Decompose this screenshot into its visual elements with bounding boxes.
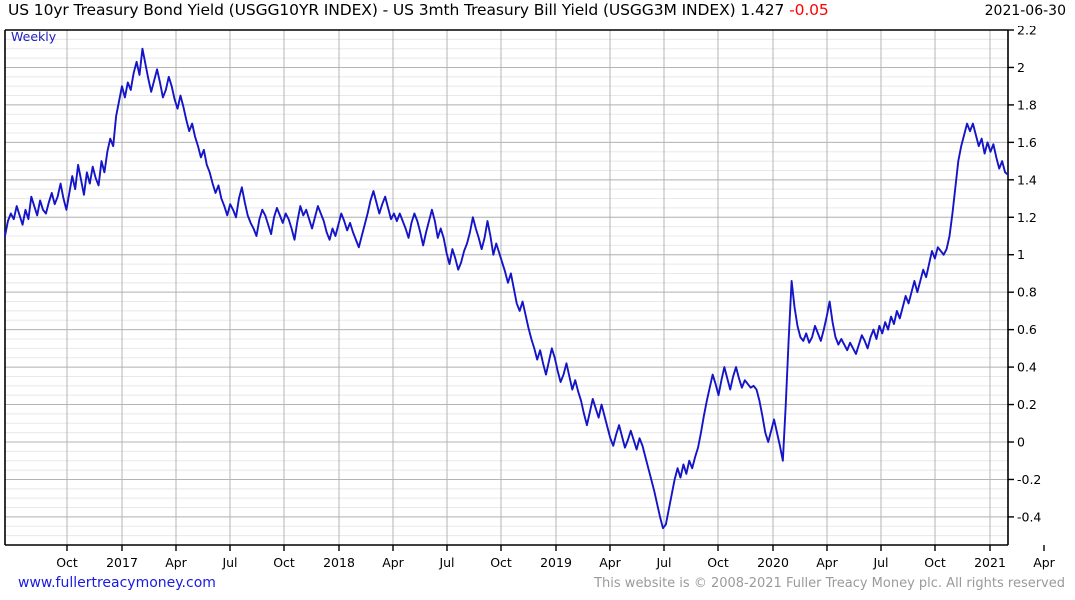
- chart-footer: www.fullertreacymoney.com This website i…: [0, 572, 1075, 600]
- title-text: US 10yr Treasury Bond Yield (USGG10YR IN…: [8, 1, 736, 19]
- copyright-text: This website is © 2008-2021 Fuller Treac…: [594, 576, 1065, 591]
- frequency-label: Weekly: [11, 29, 57, 44]
- x-tick-label: Apr: [1033, 555, 1055, 570]
- x-tick-label: Oct: [273, 555, 295, 570]
- series-line[interactable]: [4, 47, 1009, 530]
- yield-spread-line-chart[interactable]: 2.2 2 1.8 1.6 1.4 1.2 1 0.8 0.6 0.4 0.2 0 -0.2 -0.4 O…: [0, 26, 1075, 572]
- chart-header: US 10yr Treasury Bond Yield (USGG10YR IN…: [0, 0, 1075, 26]
- y-axis-labels: 2.2 2 1.8 1.6 1.4 1.2 1 0.8 0.6 0.4 0.2 0 -0.2 -0.4: [1017, 26, 1041, 524]
- chart-date: 2021-06-30: [984, 3, 1066, 19]
- x-tick-label: Oct: [56, 555, 78, 570]
- y-tick-label: 0.8: [1017, 285, 1037, 300]
- plot-frame: [4, 29, 1009, 546]
- site-url[interactable]: www.fullertreacymoney.com: [18, 575, 216, 591]
- x-tick-label: Jul: [872, 555, 888, 570]
- y-tick-label: 0.4: [1017, 360, 1037, 375]
- x-tick-label: Oct: [490, 555, 512, 570]
- x-axis-labels: Oct 2017 Apr Jul Oct 2018 Apr Jul Oct 2019 Apr Jul O…: [56, 555, 1055, 570]
- y-tick-label: -0.4: [1017, 509, 1041, 524]
- x-tick-label: Jul: [221, 555, 237, 570]
- x-tick-label: Jul: [655, 555, 671, 570]
- x-tick-label: Apr: [382, 555, 404, 570]
- y-tick-label: 0.6: [1017, 322, 1037, 337]
- y-tick-label: 1.2: [1017, 210, 1037, 225]
- y-axis-ticks: [1008, 29, 1014, 518]
- y-tick-label: 1.8: [1017, 97, 1037, 112]
- x-tick-label: Apr: [165, 555, 187, 570]
- y-tick-label: -0.2: [1017, 472, 1041, 487]
- x-axis-ticks: [66, 545, 1045, 551]
- x-tick-label: Oct: [924, 555, 946, 570]
- x-tick-label: 2018: [323, 555, 355, 570]
- y-tick-label: 0: [1017, 435, 1025, 450]
- y-tick-label: 0.2: [1017, 397, 1037, 412]
- x-tick-label: Jul: [438, 555, 454, 570]
- y-tick-label: 1.6: [1017, 135, 1037, 150]
- y-tick-label: 2: [1017, 60, 1025, 75]
- x-tick-label: Oct: [707, 555, 729, 570]
- change-value: -0.05: [789, 1, 829, 19]
- series-line-group[interactable]: [4, 47, 1009, 530]
- x-tick-label: 2019: [540, 555, 572, 570]
- minor-gridlines: [5, 29, 1008, 546]
- x-tick-label: Apr: [816, 555, 838, 570]
- x-tick-label: 2021: [974, 555, 1006, 570]
- x-tick-label: 2020: [757, 555, 789, 570]
- y-tick-label: 2.2: [1017, 26, 1037, 38]
- x-tick-label: Apr: [599, 555, 621, 570]
- x-tick-label: 2017: [106, 555, 138, 570]
- vertical-gridlines: [66, 30, 991, 545]
- last-value: 1.427: [740, 1, 785, 19]
- y-tick-label: 1: [1017, 247, 1025, 262]
- chart-area[interactable]: 2.2 2 1.8 1.6 1.4 1.2 1 0.8 0.6 0.4 0.2 0 -0.2 -0.4 O…: [0, 26, 1075, 572]
- y-tick-label: 1.4: [1017, 172, 1037, 187]
- page-title: US 10yr Treasury Bond Yield (USGG10YR IN…: [8, 1, 829, 19]
